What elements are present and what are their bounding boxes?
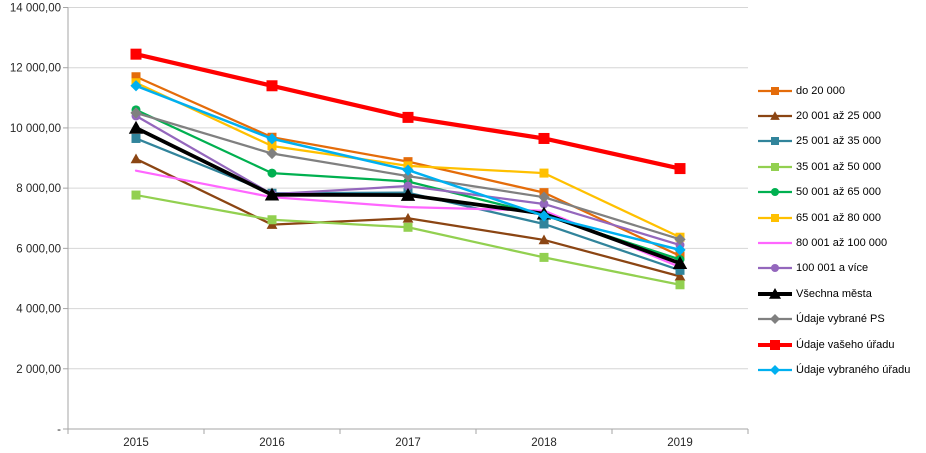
legend-item-6: 80 001 až 100 000 bbox=[757, 230, 925, 255]
series-marker-1 bbox=[130, 153, 142, 164]
y-axis-label: 2 000,00 bbox=[16, 364, 61, 376]
series-marker-11 bbox=[130, 80, 142, 92]
legend-swatch-triangle-icon bbox=[758, 111, 792, 120]
legend-label: Údaje vybrané PS bbox=[796, 313, 885, 326]
series-marker-1 bbox=[538, 234, 550, 245]
series-marker-7 bbox=[539, 199, 549, 209]
legend-label: Všechna města bbox=[796, 287, 872, 300]
series-marker-1 bbox=[402, 212, 414, 223]
legend-label: do 20 000 bbox=[796, 84, 845, 97]
series-marker-9 bbox=[402, 170, 414, 182]
series-marker-9 bbox=[266, 147, 278, 160]
y-axis-label: 8 000,00 bbox=[16, 183, 61, 195]
series-marker-7 bbox=[403, 181, 413, 191]
series-marker-1 bbox=[674, 270, 686, 281]
legend-swatch-square-icon bbox=[758, 162, 792, 171]
legend-label: Údaje vašeho úřadu bbox=[796, 338, 895, 351]
series-marker-8 bbox=[672, 256, 688, 270]
series-marker-11 bbox=[674, 244, 686, 256]
legend-item-1: 20 001 až 25 000 bbox=[757, 103, 925, 128]
legend-label: 100 001 a více bbox=[796, 262, 869, 275]
series-marker-5 bbox=[267, 141, 277, 151]
series-marker-10 bbox=[674, 163, 686, 175]
series-marker-11 bbox=[538, 210, 550, 222]
legend-item-4: 50 001 až 65 000 bbox=[757, 180, 925, 205]
x-axis-label: 2019 bbox=[667, 437, 693, 449]
series-marker-10 bbox=[130, 48, 142, 60]
series-marker-4 bbox=[267, 168, 277, 178]
legend-item-3: 35 001 až 50 000 bbox=[757, 154, 925, 179]
series-marker-10 bbox=[266, 80, 278, 92]
series-marker-3 bbox=[131, 190, 141, 200]
y-axis-label: - bbox=[57, 424, 61, 436]
legend-swatch-square-icon bbox=[758, 213, 792, 222]
legend-item-9: Údaje vybrané PS bbox=[757, 307, 925, 332]
legend-swatch-circle-icon bbox=[758, 264, 792, 273]
series-marker-9 bbox=[674, 233, 686, 245]
legend-swatch-none-icon bbox=[758, 241, 792, 245]
series-marker-3 bbox=[403, 222, 413, 232]
series-marker-11 bbox=[402, 164, 414, 176]
series-marker-3 bbox=[539, 252, 549, 262]
series-marker-8 bbox=[400, 187, 416, 201]
y-axis-label: 14 000,00 bbox=[10, 3, 61, 15]
chart-legend: do 20 000 20 001 až 25 000 25 001 až 35 00… bbox=[757, 78, 925, 383]
legend-swatch-diamond-icon bbox=[758, 314, 792, 325]
x-axis-label: 2016 bbox=[259, 437, 285, 449]
series-marker-2 bbox=[675, 265, 685, 275]
series-marker-5 bbox=[539, 168, 549, 178]
series-marker-0 bbox=[131, 72, 141, 82]
legend-swatch-square-icon bbox=[758, 339, 792, 350]
legend-swatch-square-icon bbox=[758, 86, 792, 95]
series-marker-2 bbox=[539, 219, 549, 229]
series-marker-9 bbox=[130, 107, 142, 119]
series-marker-2 bbox=[131, 133, 141, 143]
y-axis-label: 10 000,00 bbox=[10, 123, 61, 135]
legend-label: 20 001 až 25 000 bbox=[796, 110, 882, 123]
legend-item-0: do 20 000 bbox=[757, 78, 925, 103]
x-axis-label: 2017 bbox=[395, 437, 421, 449]
y-axis-label: 4 000,00 bbox=[16, 304, 61, 316]
legend-swatch-circle-icon bbox=[758, 188, 792, 197]
series-line-3 bbox=[134, 193, 682, 286]
legend-item-10: Údaje vašeho úřadu bbox=[757, 332, 925, 357]
x-axis-label: 2015 bbox=[123, 437, 149, 449]
series-marker-3 bbox=[267, 215, 277, 225]
series-marker-8 bbox=[264, 187, 280, 201]
legend-label: 50 001 až 65 000 bbox=[796, 186, 882, 199]
legend-label: 25 001 až 35 000 bbox=[796, 135, 882, 148]
legend-swatch-square-icon bbox=[758, 137, 792, 146]
series-marker-3 bbox=[675, 280, 685, 290]
series-marker-8 bbox=[128, 120, 144, 134]
series-marker-10 bbox=[538, 132, 550, 144]
legend-swatch-triangle-icon bbox=[758, 287, 792, 299]
legend-label: 65 001 až 80 000 bbox=[796, 211, 882, 224]
legend-item-2: 25 001 až 35 000 bbox=[757, 129, 925, 154]
series-marker-11 bbox=[266, 133, 278, 145]
x-axis-label: 2018 bbox=[531, 437, 557, 449]
series-marker-9 bbox=[538, 191, 550, 203]
legend-item-8: Všechna města bbox=[757, 281, 925, 306]
legend-item-11: Údaje vybraného úřadu bbox=[757, 357, 925, 382]
y-axis-label: 6 000,00 bbox=[16, 243, 61, 255]
series-marker-10 bbox=[402, 111, 414, 123]
series-line-10 bbox=[133, 52, 683, 171]
legend-item-7: 100 001 a více bbox=[757, 256, 925, 281]
legend-label: 35 001 až 50 000 bbox=[796, 160, 882, 173]
legend-label: 80 001 až 100 000 bbox=[796, 237, 888, 250]
legend-label: Údaje vybraného úřadu bbox=[796, 363, 911, 376]
legend-item-5: 65 001 až 80 000 bbox=[757, 205, 925, 230]
y-axis-label: 12 000,00 bbox=[10, 63, 61, 75]
legend-swatch-diamond-icon bbox=[758, 364, 792, 375]
